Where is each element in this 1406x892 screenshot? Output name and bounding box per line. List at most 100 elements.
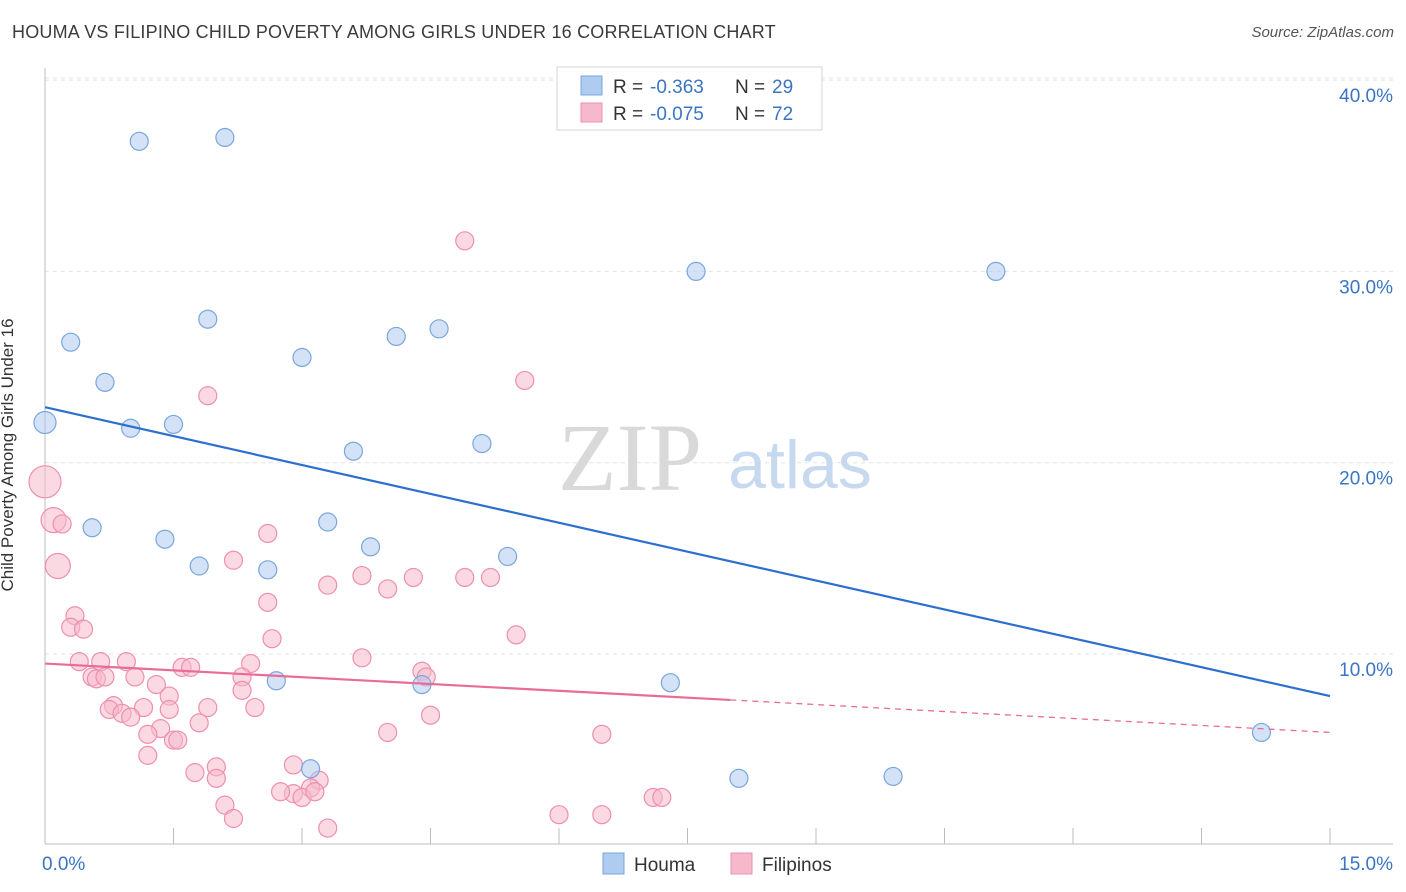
y-tick-label: 40.0%	[1339, 86, 1393, 107]
filipinos-point	[133, 697, 154, 718]
filipinos-point	[138, 745, 158, 765]
houma-point	[986, 261, 1006, 281]
filipinos-point	[283, 755, 304, 775]
filipinos-point	[52, 514, 72, 534]
filipinos-point	[189, 713, 209, 733]
filipinos-point	[138, 724, 158, 744]
legend-swatch-filipinos	[580, 102, 603, 123]
filipinos-point	[480, 567, 501, 588]
filipinos-point	[168, 730, 188, 750]
houma-point	[429, 319, 449, 339]
filipinos-trend-line-extrapolated	[730, 699, 1331, 734]
filipinos-point	[241, 653, 261, 674]
filipinos-point	[378, 722, 398, 743]
filipinos-point	[592, 724, 612, 744]
legend-swatch-filipinos-bottom	[730, 852, 753, 875]
houma-point	[95, 372, 115, 392]
filipinos-point	[403, 567, 423, 588]
filipinos-point	[146, 675, 166, 695]
filipinos-point	[125, 667, 145, 687]
houma-point	[343, 441, 363, 461]
legend-r-label: R =	[613, 104, 643, 125]
filipinos-point	[198, 386, 218, 406]
houma-point	[472, 433, 492, 454]
filipinos-point	[198, 697, 218, 718]
houma-point	[215, 127, 235, 148]
axes	[44, 68, 1393, 845]
houma-points	[33, 127, 1272, 788]
filipinos-trend-line	[44, 662, 731, 702]
houma-point	[386, 326, 406, 347]
filipinos-point	[262, 629, 282, 649]
filipinos-point	[181, 657, 201, 677]
legend-swatch-houma-bottom	[602, 852, 625, 875]
filipinos-point	[44, 552, 71, 580]
filipinos-point	[28, 465, 62, 499]
filipinos-point	[378, 579, 398, 599]
y-tick-labels: 10.0% 20.0% 30.0% 40.0%	[1339, 86, 1393, 681]
filipinos-point	[455, 231, 475, 251]
filipinos-point	[592, 805, 612, 825]
filipinos-point	[185, 763, 205, 783]
filipinos-point	[420, 705, 441, 725]
houma-point	[82, 518, 102, 538]
legend-label-houma: Houma	[634, 855, 696, 876]
filipinos-point	[652, 787, 672, 808]
gridlines	[45, 77, 1393, 655]
filipinos-point	[515, 370, 535, 391]
y-tick-label: 20.0%	[1339, 469, 1393, 490]
houma-point	[292, 347, 312, 368]
houma-point	[729, 768, 749, 788]
x-tick-label-max: 15.0%	[1339, 854, 1393, 875]
legend-label-filipinos: Filipinos	[762, 855, 832, 876]
filipinos-point	[245, 697, 265, 718]
filipinos-point	[318, 575, 338, 595]
filipinos-point	[318, 818, 338, 838]
x-tick-label-min: 0.0%	[42, 854, 85, 875]
filipinos-point	[215, 795, 235, 815]
source-label: Source: ZipAtlas.com	[1251, 24, 1394, 41]
legend-correlation: R = -0.363 N = 29 R = -0.075 N = 72	[556, 66, 823, 131]
filipinos-point	[305, 782, 325, 802]
filipinos-point	[206, 768, 226, 788]
houma-point	[61, 332, 81, 352]
houma-point	[498, 546, 518, 567]
filipinos-point	[549, 805, 569, 825]
legend-r-value: -0.363	[650, 77, 704, 98]
filipinos-point	[455, 567, 475, 588]
houma-point	[129, 131, 149, 151]
filipinos-point	[232, 680, 252, 700]
houma-point	[318, 512, 338, 532]
legend-swatch-houma	[580, 75, 603, 96]
houma-point	[883, 766, 903, 787]
filipinos-point	[270, 782, 291, 802]
filipinos-point	[223, 550, 244, 570]
houma-point	[189, 556, 209, 576]
filipinos-point	[159, 699, 179, 720]
filipinos-point	[223, 808, 244, 829]
houma-point	[258, 560, 278, 580]
houma-point	[198, 309, 218, 329]
legend-r-label: R =	[613, 77, 643, 98]
filipinos-point	[352, 648, 372, 668]
houma-trend-line	[44, 406, 1331, 698]
filipinos-point	[73, 619, 94, 639]
watermark: ZIP atlas	[558, 404, 872, 511]
trend-lines	[44, 406, 1331, 734]
filipinos-point	[116, 652, 136, 672]
filipinos-point	[506, 625, 526, 645]
houma-point	[155, 529, 175, 549]
watermark-atlas: atlas	[728, 427, 872, 503]
houma-point	[163, 414, 184, 435]
legend-n-value: 72	[772, 104, 793, 125]
y-tick-label: 30.0%	[1339, 277, 1393, 298]
legend-n-label: N =	[735, 104, 765, 125]
filipinos-point	[95, 667, 115, 687]
houma-point	[33, 410, 57, 435]
x-tick-labels: 0.0% 15.0%	[42, 854, 1393, 875]
filipinos-point	[352, 565, 372, 586]
filipinos-point	[258, 592, 278, 612]
filipinos-points	[28, 231, 672, 838]
chart-title: HOUMA VS FILIPINO CHILD POVERTY AMONG GI…	[12, 22, 776, 42]
